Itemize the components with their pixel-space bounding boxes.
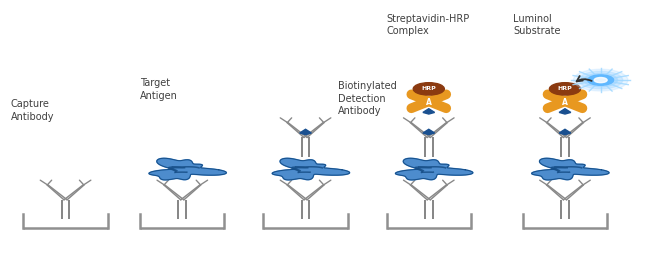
Circle shape [584, 73, 618, 87]
Polygon shape [272, 158, 350, 180]
Text: A: A [426, 98, 432, 107]
Polygon shape [395, 158, 473, 180]
Polygon shape [559, 129, 571, 135]
Circle shape [588, 75, 614, 85]
Text: Luminol
Substrate: Luminol Substrate [513, 14, 560, 36]
Text: Target
Antigen: Target Antigen [140, 78, 178, 101]
Circle shape [578, 71, 623, 89]
Polygon shape [149, 158, 226, 180]
Text: Capture
Antibody: Capture Antibody [10, 99, 54, 122]
Text: HRP: HRP [421, 86, 436, 91]
Polygon shape [532, 158, 609, 180]
Text: Biotinylated
Detection
Antibody: Biotinylated Detection Antibody [338, 81, 396, 116]
Text: HRP: HRP [558, 86, 573, 91]
Polygon shape [423, 109, 435, 114]
Circle shape [413, 83, 445, 95]
Circle shape [594, 77, 607, 83]
Polygon shape [300, 129, 311, 135]
Circle shape [573, 69, 628, 91]
Text: A: A [562, 98, 568, 107]
Polygon shape [559, 109, 571, 114]
Polygon shape [423, 129, 435, 135]
Circle shape [549, 83, 580, 95]
Text: Streptavidin-HRP
Complex: Streptavidin-HRP Complex [387, 14, 470, 36]
